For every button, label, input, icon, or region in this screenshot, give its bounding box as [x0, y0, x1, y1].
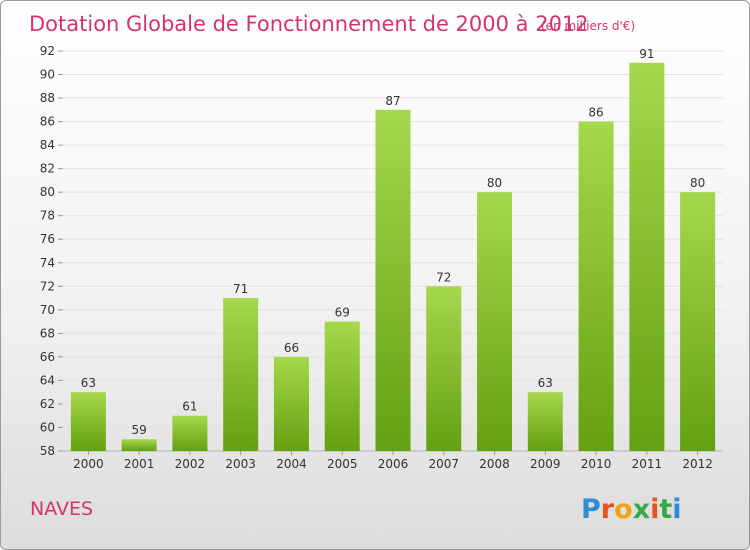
logo-letter: t — [659, 494, 672, 525]
bar-value-label: 66 — [284, 341, 299, 355]
bar — [578, 121, 614, 452]
logo-letter: r — [601, 494, 615, 525]
bar-value-label: 69 — [335, 306, 350, 320]
bar — [629, 62, 665, 451]
place-name: NAVES — [30, 498, 93, 520]
bars: 63 59 61 71 66 69 87 72 80 63 86 91 80 — [70, 47, 716, 452]
x-tick-label: 2007 — [428, 457, 459, 471]
y-axis-ticks: 58 60 62 64 66 68 70 72 74 76 78 80 82 84 86 88 90 92 — [40, 44, 63, 458]
y-tick-label: 60 — [40, 420, 55, 434]
logo-letter: o — [614, 494, 633, 525]
bar — [273, 356, 309, 451]
bar-value-label: 87 — [385, 94, 400, 108]
x-axis-ticks: 2000 2001 2002 2003 2004 2005 2006 2007 2008 2009… — [73, 451, 713, 471]
bar — [70, 392, 106, 451]
x-tick-label: 2012 — [682, 457, 713, 471]
bar-value-label: 71 — [233, 282, 248, 296]
y-tick-label: 72 — [40, 279, 55, 293]
bar-value-label: 63 — [81, 376, 96, 390]
bar — [426, 286, 462, 451]
x-tick-label: 2008 — [479, 457, 510, 471]
y-tick-label: 86 — [40, 115, 55, 129]
chart-unit: (en milliers d'€) — [541, 19, 635, 33]
bar — [172, 415, 208, 451]
logo-letter: i — [672, 494, 681, 525]
bar — [680, 192, 716, 452]
x-tick-label: 2005 — [327, 457, 358, 471]
y-tick-label: 70 — [40, 303, 55, 317]
y-tick-label: 80 — [40, 185, 55, 199]
x-tick-label: 2010 — [581, 457, 612, 471]
chart-title: Dotation Globale de Fonctionnement de 20… — [29, 12, 589, 36]
x-tick-label: 2009 — [530, 457, 561, 471]
y-tick-label: 74 — [40, 256, 55, 270]
x-tick-label: 2001 — [124, 457, 155, 471]
x-tick-label: 2000 — [73, 457, 104, 471]
x-tick-label: 2004 — [276, 457, 307, 471]
y-tick-label: 76 — [40, 232, 55, 246]
bar-value-label: 61 — [182, 400, 197, 414]
y-tick-label: 78 — [40, 209, 55, 223]
logo-wordmark: Proxiti — [581, 494, 682, 525]
bar — [477, 192, 513, 452]
bar-value-label: 59 — [132, 423, 147, 437]
bar-value-label: 72 — [436, 270, 451, 284]
bar-value-label: 91 — [639, 47, 654, 61]
bar-value-label: 86 — [588, 106, 603, 120]
bar — [223, 298, 259, 451]
y-tick-label: 66 — [40, 350, 55, 364]
y-tick-label: 82 — [40, 162, 55, 176]
logo-letter: i — [650, 494, 659, 525]
y-tick-label: 84 — [40, 138, 55, 152]
y-tick-label: 88 — [40, 91, 55, 105]
bar-value-label: 80 — [690, 176, 705, 190]
x-tick-label: 2006 — [378, 457, 409, 471]
bar-value-label: 80 — [487, 176, 502, 190]
y-tick-label: 64 — [40, 373, 55, 387]
y-tick-label: 92 — [40, 44, 55, 58]
y-tick-label: 68 — [40, 326, 55, 340]
y-tick-label: 62 — [40, 397, 55, 411]
y-tick-label: 58 — [40, 444, 55, 458]
bar-value-label: 63 — [538, 376, 553, 390]
bar — [121, 439, 157, 451]
bar — [375, 109, 411, 451]
x-tick-label: 2002 — [175, 457, 206, 471]
x-tick-label: 2011 — [632, 457, 663, 471]
proxiti-logo: Proxiti — [581, 494, 682, 525]
x-tick-label: 2003 — [225, 457, 256, 471]
logo-letter: P — [581, 494, 601, 525]
bar — [324, 321, 360, 451]
logo-letter: x — [633, 494, 650, 525]
bar — [527, 392, 563, 451]
y-tick-label: 90 — [40, 68, 55, 82]
